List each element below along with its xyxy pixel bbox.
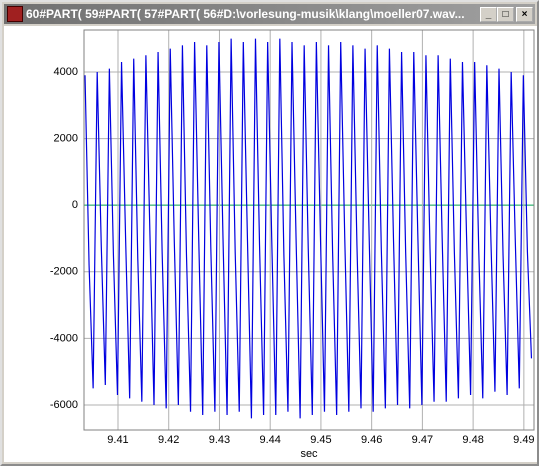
x-tick-label: 9.41: [107, 434, 128, 446]
chart: sec 4000 2000 0 -2000 -4000 -6000 9.41 9.42 9.43…: [4, 26, 537, 462]
x-tick-label: 9.46: [361, 434, 382, 446]
close-button[interactable]: ×: [516, 7, 533, 22]
y-tick-label: -2000: [50, 266, 78, 278]
y-tick-label: 0: [72, 199, 78, 211]
x-tick-label: 9.44: [259, 434, 280, 446]
x-tick-label: 9.49: [513, 434, 534, 446]
x-tick-label: 9.43: [209, 434, 230, 446]
x-tick-label: 9.47: [412, 434, 433, 446]
y-tick-label: 4000: [54, 66, 78, 78]
x-tick-label: 9.42: [158, 434, 179, 446]
y-tick-label: 2000: [54, 132, 78, 144]
y-tick-label: -4000: [50, 332, 78, 344]
title-bar: 60#PART( 59#PART( 57#PART( 56#D:\vorlesu…: [4, 4, 535, 24]
maximize-button[interactable]: □: [497, 7, 514, 22]
plot-frame: [83, 29, 535, 431]
minimize-button[interactable]: _: [480, 7, 497, 22]
app-icon: [7, 6, 23, 22]
y-tick-label: -6000: [50, 399, 78, 411]
x-tick-label: 9.48: [462, 434, 483, 446]
window-title: 60#PART( 59#PART( 57#PART( 56#D:\vorlesu…: [26, 7, 465, 21]
x-axis-label: sec: [300, 448, 318, 460]
waveform: [84, 38, 533, 419]
x-tick-label: 9.45: [310, 434, 331, 446]
